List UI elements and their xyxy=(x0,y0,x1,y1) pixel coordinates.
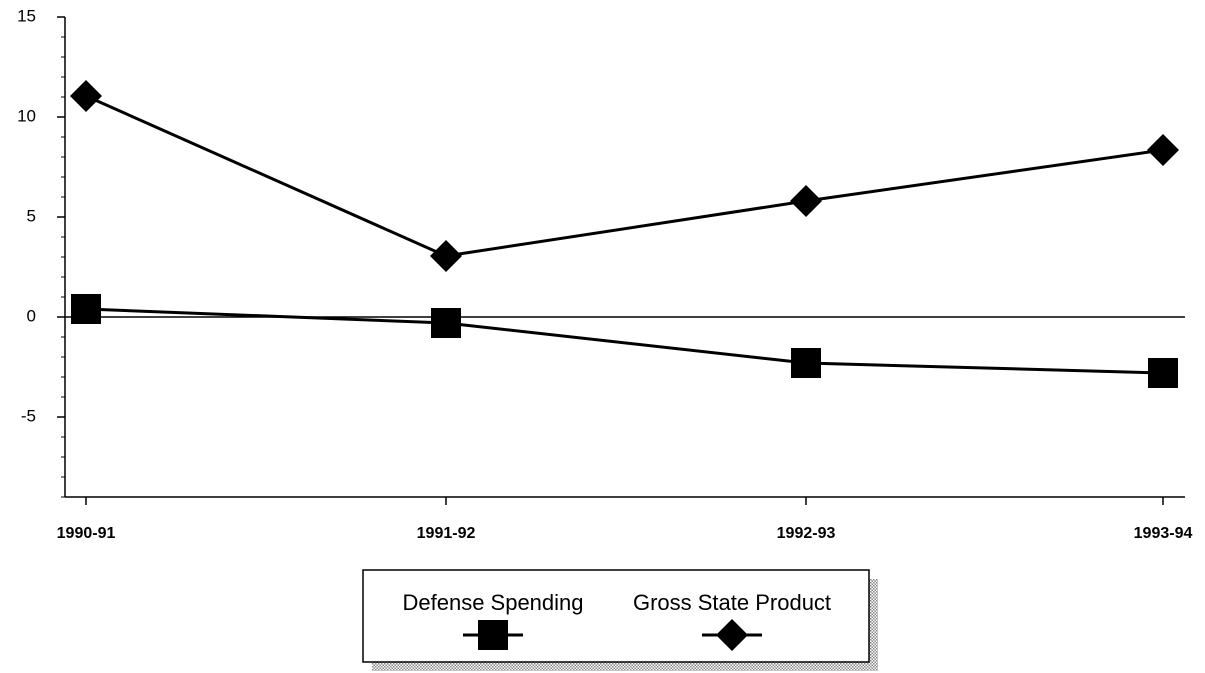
legend-label: Defense Spending xyxy=(402,590,583,615)
x-tick-label: 1991-92 xyxy=(417,525,476,542)
x-tick-label: 1990-91 xyxy=(57,525,116,542)
x-tick-label: 1992-93 xyxy=(777,525,836,542)
y-tick-label: 0 xyxy=(27,306,36,325)
point-marker xyxy=(790,185,822,217)
legend-marker xyxy=(716,619,748,651)
point-marker xyxy=(791,348,821,378)
point-marker xyxy=(71,294,101,324)
legend-box xyxy=(362,569,870,663)
legend-label: Gross State Product xyxy=(633,590,831,615)
y-tick-label: 10 xyxy=(17,106,36,125)
series-line xyxy=(85,94,1164,258)
point-marker xyxy=(70,80,102,112)
point-marker xyxy=(431,308,461,338)
y-tick-label: -5 xyxy=(21,406,36,425)
y-tick-label: 15 xyxy=(17,6,36,25)
x-tick-label: 1993-94 xyxy=(1134,525,1193,542)
legend-marker xyxy=(478,620,508,650)
y-tick-label: 5 xyxy=(27,206,36,225)
series-line xyxy=(85,307,1164,375)
point-marker xyxy=(430,240,462,272)
point-marker xyxy=(1147,134,1179,166)
point-marker xyxy=(1148,358,1178,388)
